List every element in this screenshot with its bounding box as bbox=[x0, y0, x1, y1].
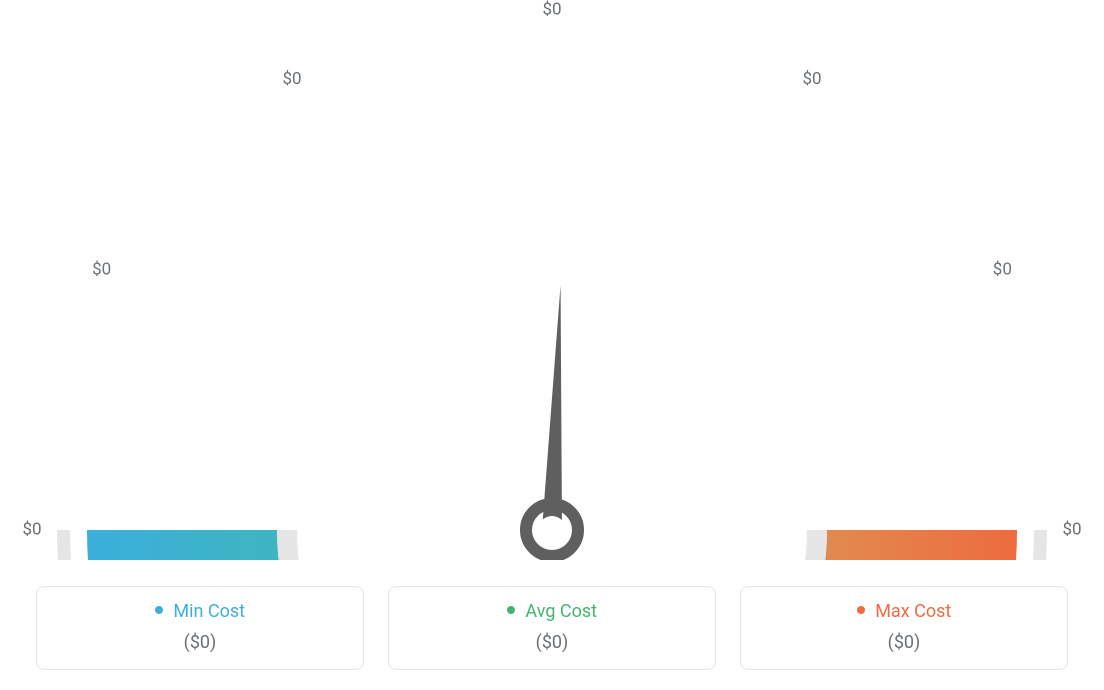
legend-label-avg: Avg Cost bbox=[399, 601, 705, 622]
gauge-scale-label: $0 bbox=[993, 259, 1012, 279]
gauge-scale-label: $0 bbox=[22, 519, 41, 539]
legend-row: Min Cost ($0) Avg Cost ($0) Max Cost ($0… bbox=[0, 586, 1104, 690]
legend-value-max: ($0) bbox=[751, 632, 1057, 653]
gauge-scale-label: $0 bbox=[92, 259, 111, 279]
legend-card-max: Max Cost ($0) bbox=[740, 586, 1068, 670]
legend-dot-min bbox=[155, 606, 163, 614]
gauge-scale-label: $0 bbox=[802, 69, 821, 89]
cost-gauge-chart: $0 $0 $0 $0 $0 $0 $0 Min Cost ($0) Avg Cost ($… bbox=[0, 0, 1104, 690]
legend-label-min: Min Cost bbox=[47, 601, 353, 622]
legend-label-avg-text: Avg Cost bbox=[525, 601, 597, 622]
gauge-svg: $0 $0 $0 $0 $0 $0 $0 bbox=[0, 0, 1104, 560]
legend-label-max: Max Cost bbox=[751, 601, 1057, 622]
legend-card-min: Min Cost ($0) bbox=[36, 586, 364, 670]
gauge-scale-label: $0 bbox=[282, 69, 301, 89]
legend-label-min-text: Min Cost bbox=[173, 601, 245, 622]
legend-dot-max bbox=[857, 606, 865, 614]
gauge-area: $0 $0 $0 $0 $0 $0 $0 bbox=[0, 0, 1104, 560]
legend-card-avg: Avg Cost ($0) bbox=[388, 586, 716, 670]
gauge-scale-label: $0 bbox=[542, 0, 561, 19]
legend-value-avg: ($0) bbox=[399, 632, 705, 653]
legend-dot-avg bbox=[507, 606, 515, 614]
legend-label-max-text: Max Cost bbox=[875, 601, 951, 622]
gauge-scale-label: $0 bbox=[1062, 519, 1081, 539]
legend-value-min: ($0) bbox=[47, 632, 353, 653]
